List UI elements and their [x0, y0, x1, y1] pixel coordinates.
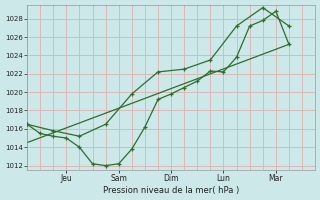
X-axis label: Pression niveau de la mer( hPa ): Pression niveau de la mer( hPa ) — [103, 186, 239, 195]
